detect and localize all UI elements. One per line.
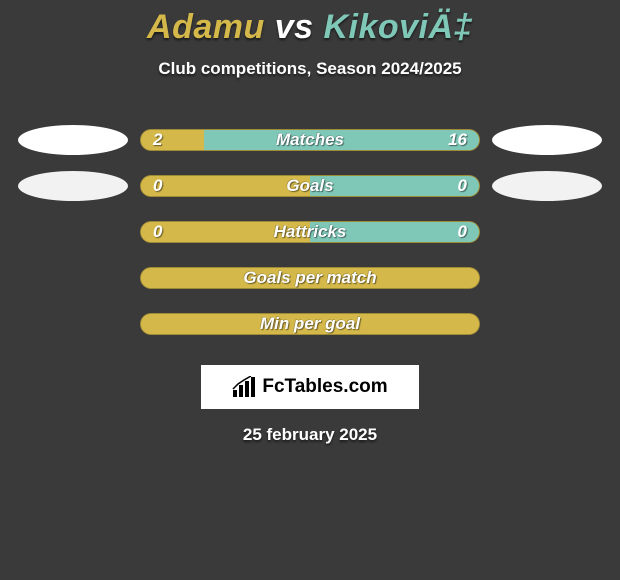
bar-fill-player-a	[141, 268, 479, 288]
player-b-avatar	[492, 125, 602, 155]
logo-box: FcTables.com	[201, 365, 419, 409]
player-a-avatar	[18, 171, 128, 201]
stat-row: 216Matches	[0, 117, 620, 163]
title-part: vs	[265, 8, 324, 46]
comparison-page: Adamu vs KikoviÄ‡ Club competitions, Sea…	[0, 0, 620, 580]
bar-fill-player-b	[310, 176, 479, 196]
subtitle: Club competitions, Season 2024/2025	[0, 59, 620, 79]
player-a-avatar	[18, 125, 128, 155]
footer-date: 25 february 2025	[0, 425, 620, 445]
stat-row: 00Hattricks	[0, 209, 620, 255]
stats-container: 216Matches 00Goals 00Hattricks Goals per ma…	[0, 117, 620, 347]
stat-row: Goals per match	[0, 255, 620, 301]
title-part: KikoviÄ‡	[323, 8, 473, 46]
avatar-slot-right	[480, 125, 620, 155]
avatar-slot-right	[480, 171, 620, 201]
bar-fill-player-a	[141, 222, 310, 242]
avatar-slot-left	[0, 171, 140, 201]
logo[interactable]: FcTables.com	[232, 376, 387, 398]
bar-fill-player-b	[310, 222, 479, 242]
stat-bar: 00Goals	[140, 175, 480, 197]
stat-bar: 216Matches	[140, 129, 480, 151]
player-b-avatar	[492, 171, 602, 201]
bar-fill-player-a	[141, 314, 479, 334]
avatar-slot-left	[0, 125, 140, 155]
bar-fill-player-a	[141, 130, 204, 150]
stat-bar: Goals per match	[140, 267, 480, 289]
stat-bar: Min per goal	[140, 313, 480, 335]
stat-row: 00Goals	[0, 163, 620, 209]
bar-fill-player-b	[204, 130, 479, 150]
page-title: Adamu vs KikoviÄ‡	[0, 0, 620, 47]
title-part: Adamu	[147, 8, 265, 46]
stat-row: Min per goal	[0, 301, 620, 347]
logo-text: FcTables.com	[262, 376, 387, 398]
stat-bar: 00Hattricks	[140, 221, 480, 243]
fctables-icon	[232, 376, 258, 398]
bar-fill-player-a	[141, 176, 310, 196]
